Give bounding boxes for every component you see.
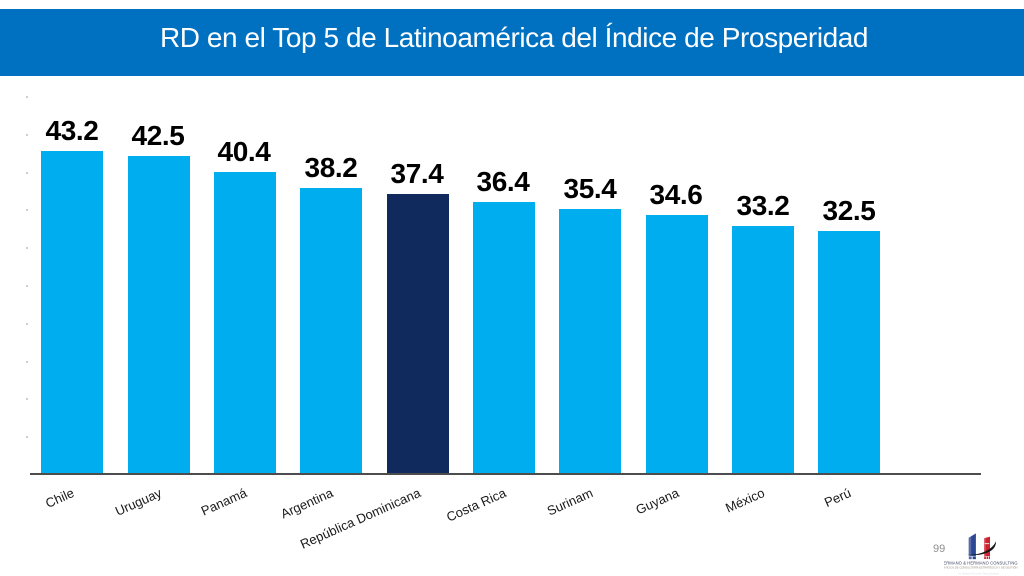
svg-text:HERMANO & HERMANO CONSULTING: HERMANO & HERMANO CONSULTING bbox=[944, 561, 1018, 566]
svg-text:SERVICIOS DE CONSULTORÍA ESTRA: SERVICIOS DE CONSULTORÍA ESTRATÉGICA Y D… bbox=[944, 565, 1018, 570]
svg-text:Av. Winston Churchill, Santo D: Av. Winston Churchill, Santo Domingo bbox=[958, 573, 999, 576]
